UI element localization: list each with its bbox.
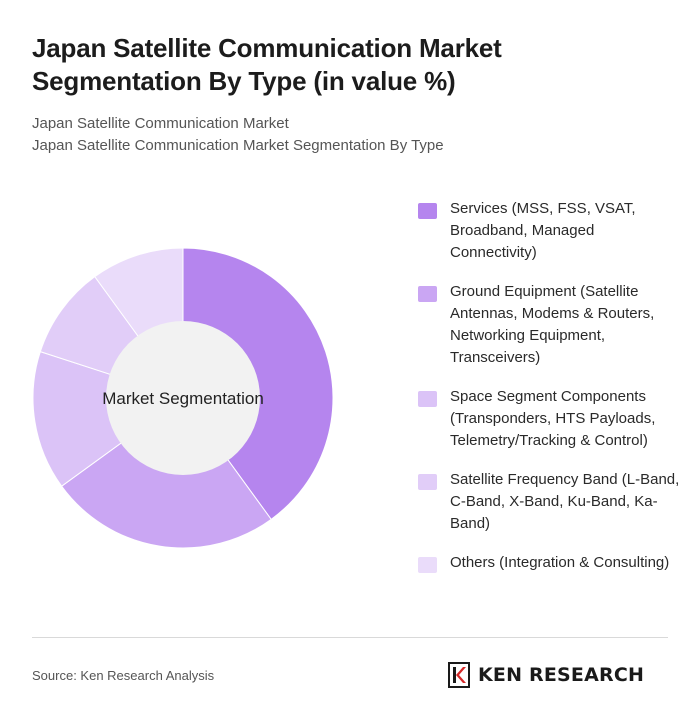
- legend-label: Ground Equipment (Satellite Antennas, Mo…: [450, 283, 655, 366]
- chart-title: Japan Satellite Communication Market Seg…: [32, 33, 502, 96]
- legend-item: Ground Equipment (Satellite Antennas, Mo…: [418, 281, 680, 369]
- legend-item: Services (MSS, FSS, VSAT, Broadband, Man…: [418, 198, 680, 264]
- legend-swatch: [418, 474, 437, 490]
- chart-legend: Services (MSS, FSS, VSAT, Broadband, Man…: [418, 198, 680, 591]
- footer-divider: [32, 637, 668, 638]
- subtitle-line-2: Japan Satellite Communication Market Seg…: [32, 137, 444, 154]
- legend-swatch: [418, 557, 437, 573]
- legend-label: Services (MSS, FSS, VSAT, Broadband, Man…: [450, 200, 636, 261]
- donut-chart: Market Segmentation: [32, 247, 334, 549]
- legend-item: Satellite Frequency Band (L-Band, C-Band…: [418, 469, 680, 535]
- chart-subtitle: Japan Satellite Communication Market Jap…: [32, 113, 672, 157]
- legend-label: Others (Integration & Consulting): [450, 554, 670, 571]
- ken-research-logo: KEN RESEARCH: [448, 661, 644, 689]
- source-note: Source: Ken Research Analysis: [32, 668, 215, 683]
- subtitle-line-1: Japan Satellite Communication Market: [32, 115, 289, 132]
- legend-item: Others (Integration & Consulting): [418, 552, 680, 574]
- legend-swatch: [418, 286, 437, 302]
- donut-center-label: Market Segmentation: [102, 389, 264, 408]
- legend-swatch: [418, 203, 437, 219]
- donut-slice-3: [32, 351, 185, 487]
- legend-label: Satellite Frequency Band (L-Band, C-Band…: [450, 471, 680, 532]
- legend-swatch: [418, 391, 437, 407]
- ken-research-logo-icon: [448, 662, 470, 688]
- logo-text: KEN RESEARCH: [478, 664, 645, 686]
- legend-item: Space Segment Components (Transponders, …: [418, 386, 680, 452]
- donut-center: [106, 321, 260, 475]
- legend-label: Space Segment Components (Transponders, …: [450, 388, 656, 449]
